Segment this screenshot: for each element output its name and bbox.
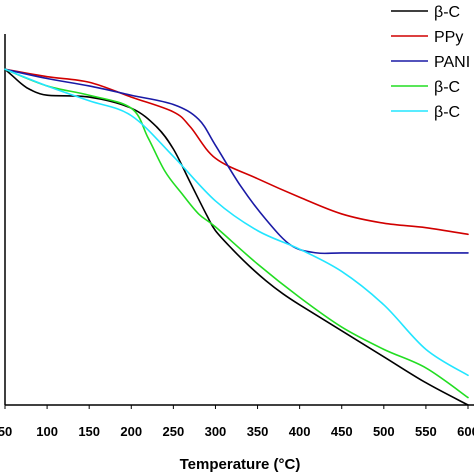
axes [4,34,474,409]
series-line-3 [4,68,469,255]
x-tick-label: 450 [331,424,353,439]
x-tick-label: 150 [78,424,100,439]
series-line-4 [4,68,469,399]
x-tick-label: 600 [457,424,474,439]
x-tick-label: 250 [163,424,185,439]
x-tick-label: 100 [36,424,58,439]
legend-label-5: β-C [434,104,460,121]
x-tick-label: 50 [0,424,12,439]
legend: β-C PPy PANI β-C β-C [391,4,470,121]
legend-label-2: PPy [434,29,463,46]
x-tick-labels: 50 100 150 200 250 300 350 400 450 500 550 600 [0,424,474,439]
legend-label-3: PANI [434,54,470,71]
x-tick-label: 200 [120,424,142,439]
series-line-1 [4,68,469,406]
legend-label-4: β-C [434,79,460,96]
legend-label-1: β-C [434,4,460,21]
x-tick-label: 550 [415,424,437,439]
x-tick-label: 350 [247,424,269,439]
x-tick-label: 500 [373,424,395,439]
x-tick-label: 400 [289,424,311,439]
x-tick-label: 300 [205,424,227,439]
x-axis-title: Temperature (°C) [180,456,301,473]
plot-lines [4,68,469,406]
series-line-5 [4,68,469,377]
series-line-2 [4,68,469,236]
